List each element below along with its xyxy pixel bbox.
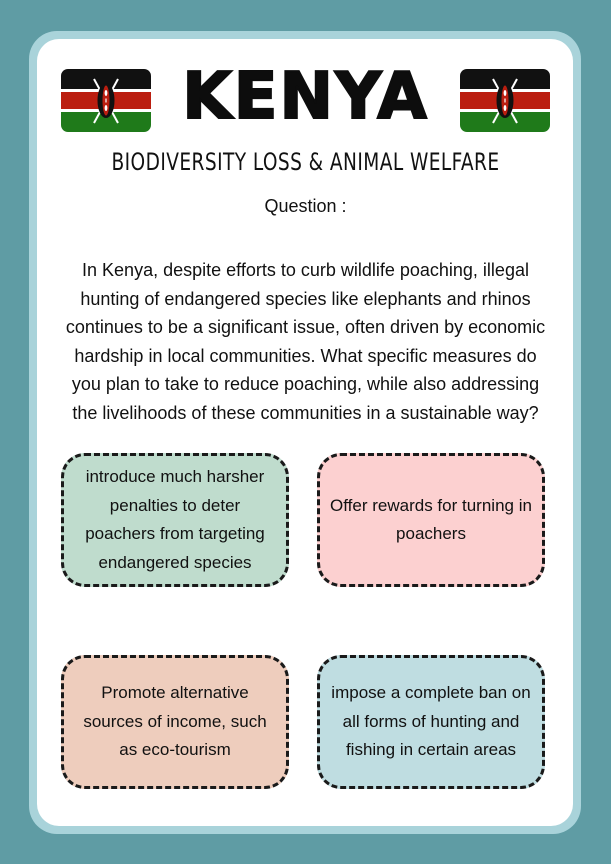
- question-text: In Kenya, despite efforts to curb wildli…: [65, 260, 546, 423]
- subtitle: BIODIVERSITY LOSS & ANIMAL WELFARE: [111, 148, 500, 176]
- answer-option-3[interactable]: Promote alternative sources of income, s…: [61, 655, 289, 789]
- answer-option-text: impose a complete ban on all forms of hu…: [331, 683, 531, 760]
- kenya-flag-icon: [460, 69, 550, 132]
- page-title: KENYA: [181, 59, 429, 135]
- answer-option-text: introduce much harsher penalties to dete…: [85, 467, 265, 572]
- kenya-flag-icon: [61, 69, 151, 132]
- answer-option-4[interactable]: impose a complete ban on all forms of hu…: [317, 655, 545, 789]
- answer-option-1[interactable]: introduce much harsher penalties to dete…: [61, 453, 289, 587]
- answer-option-text: Promote alternative sources of income, s…: [83, 683, 267, 760]
- question-label: Question :: [264, 196, 347, 216]
- answer-option-text: Offer rewards for turning in poachers: [330, 495, 532, 544]
- answer-option-2[interactable]: Offer rewards for turning in poachers: [317, 453, 545, 587]
